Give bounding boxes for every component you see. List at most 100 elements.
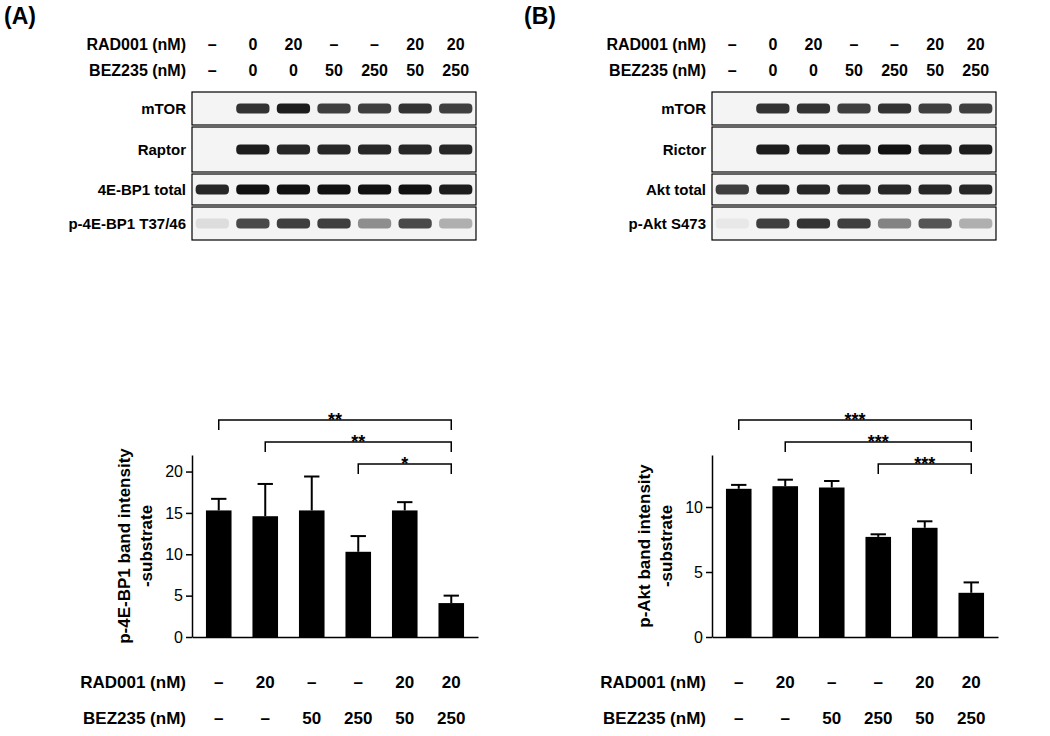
treatment-cell: 0 <box>809 62 818 79</box>
tick-label: 5 <box>694 564 703 581</box>
blot-label: Rictor <box>663 141 707 158</box>
treatment-cell: 250 <box>361 62 388 79</box>
blot-band <box>797 185 830 195</box>
axis-line <box>713 637 999 639</box>
tick-mark <box>706 572 712 574</box>
tick: 0 <box>694 629 712 646</box>
blot-band <box>277 185 310 195</box>
x-tick-label: 250 <box>437 709 465 728</box>
blot-band <box>317 104 350 114</box>
blot-band <box>716 104 749 114</box>
x-tick-label: – <box>307 673 316 692</box>
blot-band <box>196 104 229 114</box>
blot-label: mTOR <box>141 100 186 117</box>
error-cap <box>397 501 412 503</box>
blot-band <box>919 219 952 229</box>
blot-band <box>317 219 350 229</box>
error-bar <box>218 499 220 511</box>
blot-band <box>358 185 391 195</box>
x-row-label: BEZ235 (nM) <box>603 709 706 728</box>
blot-band <box>837 104 870 114</box>
error-bar <box>970 582 972 592</box>
blot-band <box>959 219 992 229</box>
blot-band <box>797 145 830 155</box>
tick: 5 <box>174 587 192 604</box>
bar <box>206 510 232 637</box>
blot-band <box>756 145 789 155</box>
x-tick-label: 20 <box>776 673 795 692</box>
blot-row <box>192 207 476 240</box>
blot-band <box>919 145 952 155</box>
axis-line <box>192 456 194 638</box>
bar <box>772 486 798 637</box>
y-axis-title: p-4E-BP1 band intensity <box>115 448 134 644</box>
blot-band <box>959 145 992 155</box>
tick-mark <box>186 637 192 639</box>
y-axis: 0 5 10 <box>685 456 712 646</box>
x-tick-label: – <box>214 709 223 728</box>
y-axis-title: -substrate <box>137 505 156 587</box>
significance-label: *** <box>844 410 865 430</box>
tick-mark <box>186 595 192 597</box>
blot-band <box>277 145 310 155</box>
treatment-cell: – <box>370 36 379 53</box>
error-cap <box>731 484 746 486</box>
x-tick-label: 50 <box>395 709 414 728</box>
x-row-label: RAD001 (nM) <box>600 673 706 692</box>
tick: 0 <box>174 629 192 646</box>
treatment-cell: 0 <box>768 36 777 53</box>
error-cap <box>824 480 839 482</box>
treatment-cell: 250 <box>881 62 908 79</box>
treatment-cell: – <box>890 36 899 53</box>
tick: 20 <box>165 463 192 480</box>
blot-band <box>317 145 350 155</box>
tick-mark <box>706 507 712 509</box>
tick-mark <box>186 513 192 515</box>
blot-band <box>919 185 952 195</box>
blot-band <box>878 219 911 229</box>
blot-band <box>716 145 749 155</box>
bar <box>912 528 938 637</box>
tick-label: 0 <box>174 629 183 646</box>
plot-marks <box>206 477 464 637</box>
blot-band <box>196 219 229 229</box>
blot-frame <box>192 127 476 172</box>
x-tick-label: 50 <box>915 709 934 728</box>
significance-label: *** <box>868 432 889 452</box>
x-axis <box>193 637 479 638</box>
blot-band <box>358 219 391 229</box>
treatment-cell: 50 <box>406 62 424 79</box>
blot-band <box>277 104 310 114</box>
blot-band <box>439 219 472 229</box>
significance-label: *** <box>914 454 935 474</box>
blot-band <box>439 185 472 195</box>
blot-row <box>712 174 996 205</box>
blot-band <box>399 145 432 155</box>
x-tick-label: – <box>354 673 363 692</box>
x-tick-label: – <box>781 709 790 728</box>
blot-row <box>192 92 476 125</box>
tick: 10 <box>685 499 712 516</box>
treatment-cell: 50 <box>926 62 944 79</box>
blot-band <box>358 145 391 155</box>
panel: (B)RAD001 (nM)–020––2020BEZ235 (nM)–0050… <box>524 3 999 728</box>
treatment-cell: – <box>330 36 339 53</box>
blot-label: Raptor <box>138 141 186 158</box>
blot-label: mTOR <box>661 100 706 117</box>
blot-band <box>716 219 749 229</box>
significance-label: * <box>401 454 408 474</box>
tick-mark <box>186 554 192 556</box>
significance-label: ** <box>351 432 365 452</box>
error-cap <box>211 498 226 500</box>
blot-band <box>959 104 992 114</box>
panel: (A)RAD001 (nM)–020––2020BEZ235 (nM)–0050… <box>4 3 479 728</box>
blot-band <box>236 219 269 229</box>
treatment-label: RAD001 (nM) <box>86 36 186 53</box>
y-axis-title: p-Akt band intensity <box>635 464 654 628</box>
figure: (A)RAD001 (nM)–020––2020BEZ235 (nM)–0050… <box>0 0 1050 736</box>
blot-row <box>712 127 996 172</box>
blot-band <box>236 145 269 155</box>
blot-label: p-4E-BP1 T37/46 <box>68 215 186 232</box>
blot-frame <box>712 207 996 240</box>
treatment-cell: 0 <box>768 62 777 79</box>
